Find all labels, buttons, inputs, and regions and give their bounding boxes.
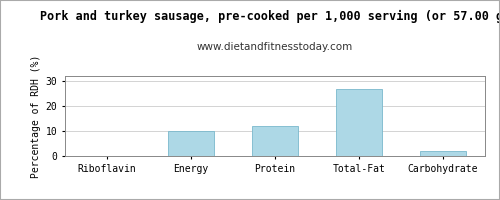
Text: www.dietandfitnesstoday.com: www.dietandfitnesstoday.com (197, 42, 353, 52)
Bar (420, 151, 466, 156)
Text: Pork and turkey sausage, pre-cooked per 1,000 serving (or 57.00 g): Pork and turkey sausage, pre-cooked per … (40, 10, 500, 23)
Bar (252, 126, 298, 156)
Bar (336, 88, 382, 156)
Y-axis label: Percentage of RDH (%): Percentage of RDH (%) (32, 54, 42, 178)
Bar (168, 131, 214, 156)
